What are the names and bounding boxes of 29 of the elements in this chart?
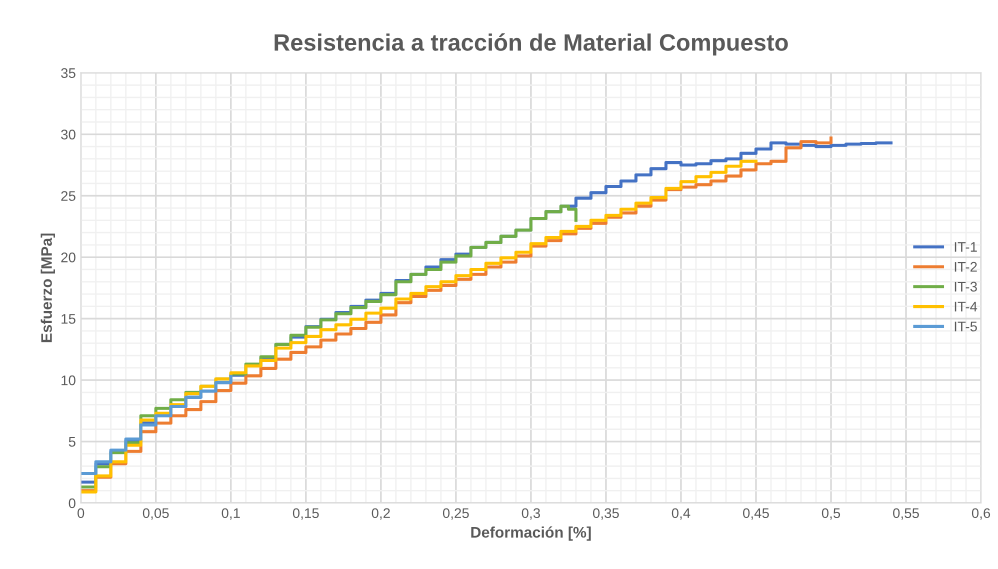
x-tick-label: 0,1 bbox=[222, 508, 240, 520]
y-axis-title: Esfuerzo [MPa] bbox=[40, 234, 55, 342]
legend-label: IT-2 bbox=[954, 262, 977, 272]
y-tick-label: 35 bbox=[61, 68, 76, 78]
chart-title: Resistencia a tracción de Material Compuesto bbox=[274, 33, 788, 56]
y-tick-label: 15 bbox=[62, 314, 76, 324]
x-tick-label: 0,25 bbox=[442, 508, 469, 520]
x-tick-label: 0,2 bbox=[372, 508, 390, 520]
x-tick-label: 0,6 bbox=[972, 508, 990, 520]
x-axis-title: Deformación [%] bbox=[471, 526, 591, 541]
x-tick-label: 0,35 bbox=[592, 508, 619, 520]
legend-label: IT-3 bbox=[954, 282, 977, 292]
x-tick-label: 0,05 bbox=[142, 508, 169, 520]
x-tick-label: 0,3 bbox=[522, 508, 540, 520]
y-tick-label: 20 bbox=[61, 252, 76, 262]
x-tick-label: 0 bbox=[78, 508, 84, 518]
x-tick-label: 0,15 bbox=[292, 508, 319, 520]
legend-label: IT-4 bbox=[954, 302, 978, 312]
x-tick-label: 0,45 bbox=[743, 508, 769, 520]
y-tick-label: 30 bbox=[61, 130, 76, 140]
legend-label: IT-5 bbox=[954, 322, 977, 332]
x-tick-label: 0,4 bbox=[672, 508, 690, 520]
x-tick-label: 0,55 bbox=[893, 508, 919, 520]
y-tick-label: 5 bbox=[68, 437, 76, 447]
y-tick-label: 25 bbox=[61, 191, 76, 201]
x-tick-label: 0,5 bbox=[822, 508, 840, 520]
legend-label: IT-1 bbox=[954, 242, 977, 252]
y-tick-label: 0 bbox=[68, 498, 76, 508]
y-tick-label: 10 bbox=[62, 375, 76, 386]
